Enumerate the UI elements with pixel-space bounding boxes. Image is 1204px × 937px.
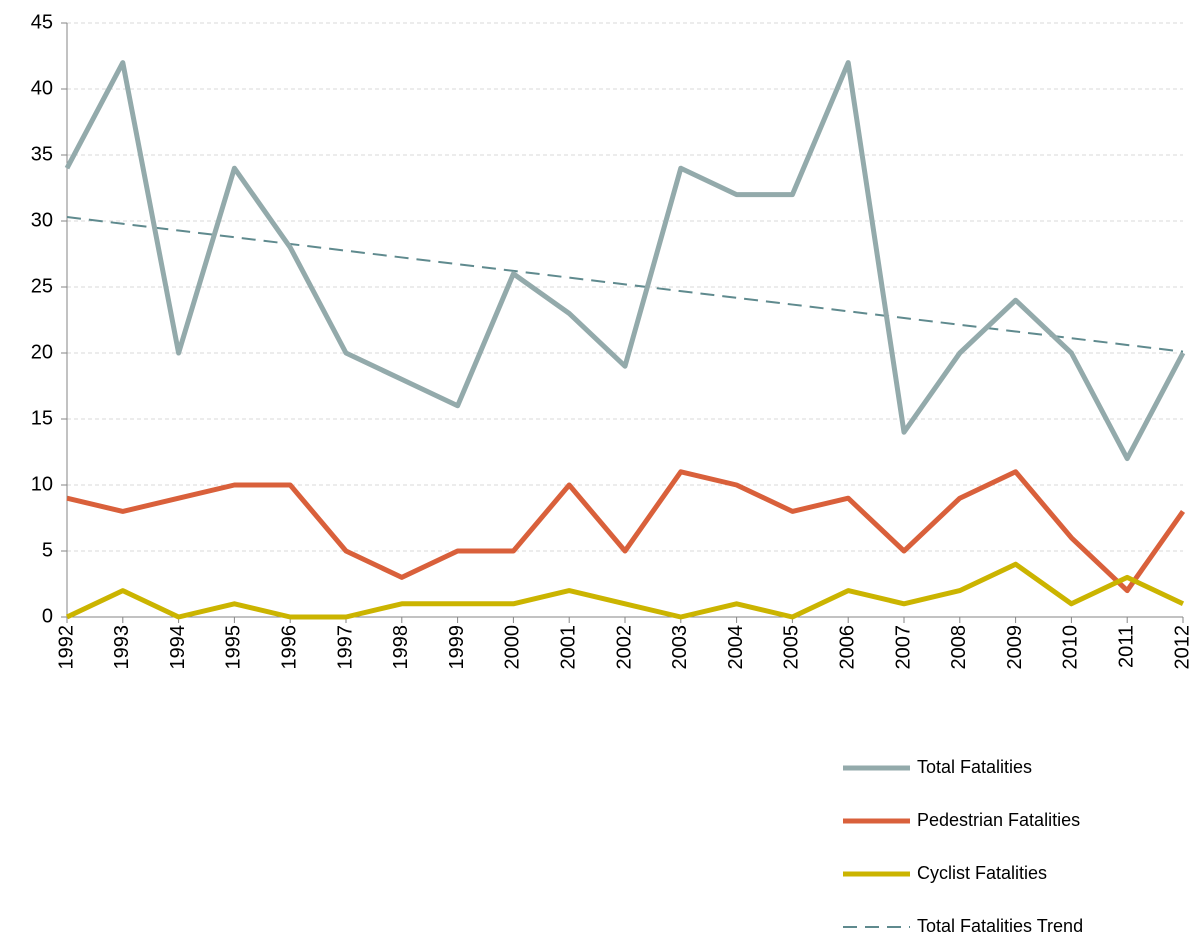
x-tick-label: 2002	[613, 625, 635, 670]
x-tick-label: 2007	[892, 625, 914, 670]
x-tick-label: 1992	[55, 625, 77, 670]
y-tick-label: 25	[31, 275, 53, 297]
x-tick-label: 1999	[446, 625, 468, 670]
x-tick-label: 1993	[111, 625, 133, 670]
x-tick-label: 1996	[278, 625, 300, 670]
x-tick-label: 2003	[669, 625, 691, 670]
x-tick-label: 1998	[390, 625, 412, 670]
x-tick-label: 2001	[557, 625, 579, 670]
series-line	[64, 60, 1186, 462]
legend-label: Total Fatalities	[917, 757, 1032, 777]
legend-label: Pedestrian Fatalities	[917, 810, 1080, 830]
x-tick-label: 2004	[725, 625, 747, 670]
x-tick-label: 2011	[1115, 625, 1137, 668]
y-tick-label: 35	[31, 143, 53, 165]
series-line	[66, 469, 1186, 594]
x-tick-label: 1997	[334, 625, 356, 670]
y-tick-label: 40	[31, 77, 53, 99]
x-tick-label: 2006	[836, 625, 858, 670]
x-tick-label: 2010	[1060, 625, 1082, 670]
y-tick-label: 30	[31, 209, 53, 231]
y-tick-label: 45	[31, 11, 53, 33]
legend-label: Total Fatalities Trend	[917, 916, 1083, 936]
x-tick-label: 2012	[1171, 625, 1193, 670]
y-tick-label: 0	[42, 605, 53, 627]
y-tick-label: 15	[31, 407, 53, 429]
x-tick-label: 2000	[502, 625, 524, 670]
x-tick-label: 1994	[167, 625, 189, 670]
x-tick-label: 2009	[1004, 625, 1026, 670]
y-tick-label: 20	[31, 341, 53, 363]
legend-label: Cyclist Fatalities	[917, 863, 1047, 883]
y-tick-label: 10	[31, 473, 53, 495]
x-tick-label: 1995	[223, 625, 245, 670]
x-tick-label: 2005	[781, 625, 803, 670]
x-tick-label: 2008	[948, 625, 970, 670]
series-line	[65, 561, 1185, 620]
y-tick-label: 5	[42, 539, 53, 561]
series-line	[66, 216, 1184, 353]
